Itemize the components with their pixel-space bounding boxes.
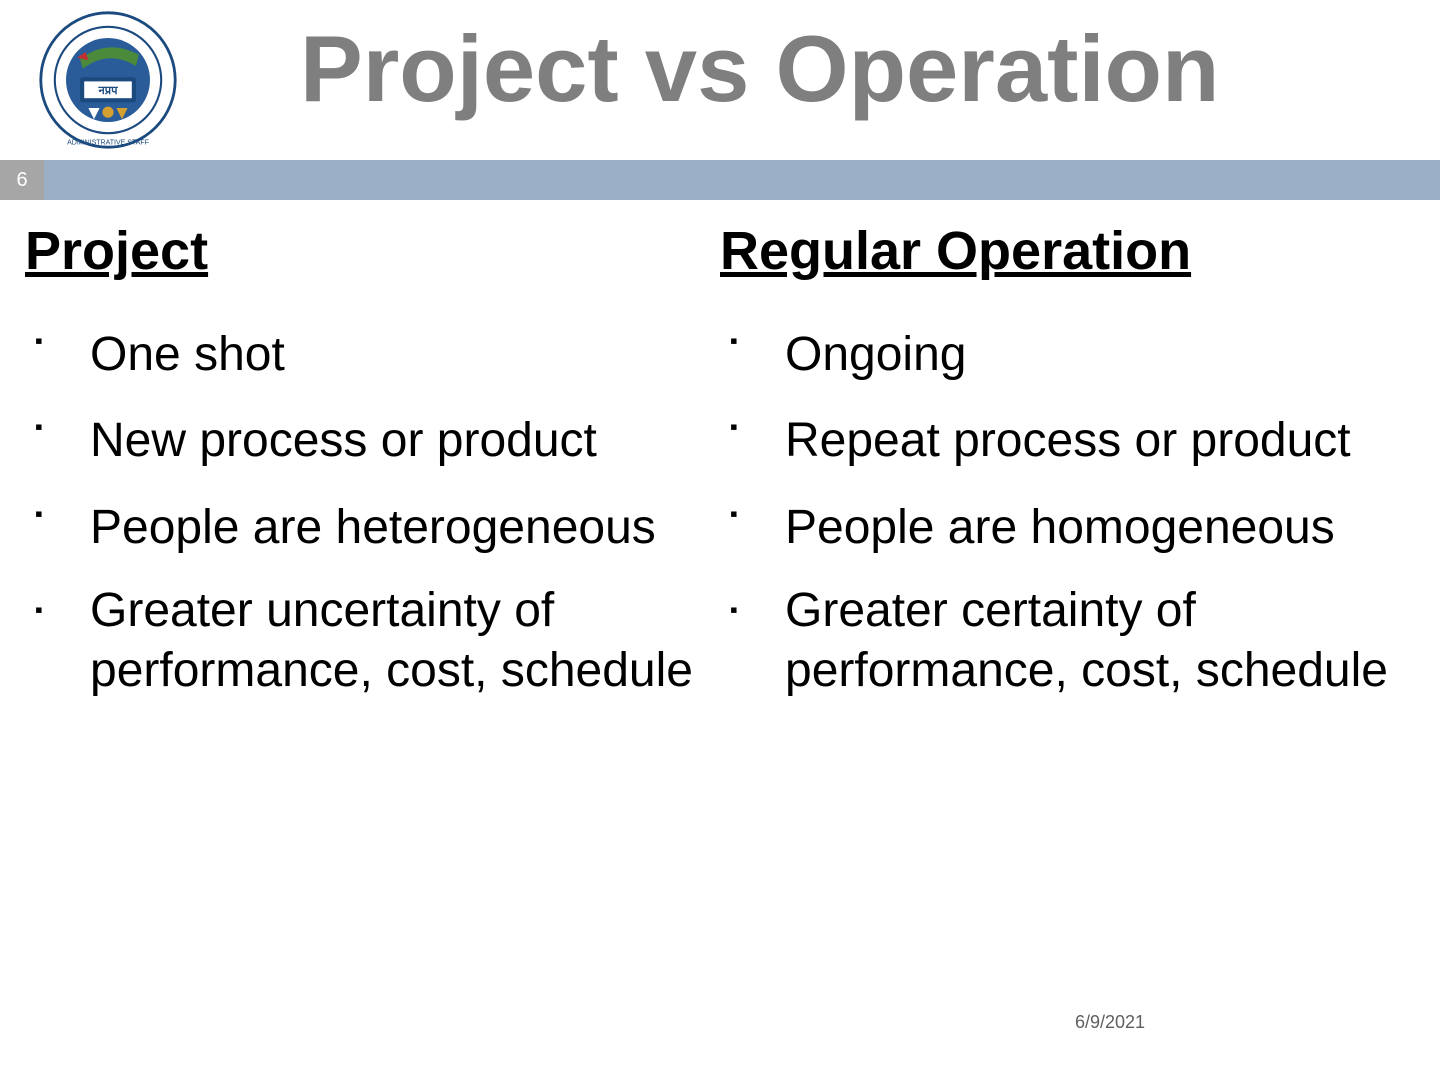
left-heading: Project (25, 220, 720, 282)
right-heading: Regular Operation (720, 220, 1415, 282)
left-column: Project One shot New process or product … (25, 220, 720, 701)
slide-number-box: 6 (0, 160, 44, 200)
accent-strip (44, 160, 1440, 200)
slide-header: नप्रप ADMINISTRATIVE STAFF Project vs Op… (0, 0, 1440, 160)
list-item: New process or product (25, 398, 720, 484)
content-area: Project One shot New process or product … (0, 200, 1440, 701)
list-item: Ongoing (720, 312, 1415, 398)
accent-bar: 6 (0, 160, 1440, 200)
list-item: Greater certainty of performance, cost, … (720, 581, 1415, 701)
list-item: People are heterogeneous (25, 485, 720, 571)
svg-text:ADMINISTRATIVE STAFF: ADMINISTRATIVE STAFF (67, 139, 149, 146)
list-item: Greater uncertainty of performance, cost… (25, 581, 720, 701)
right-column: Regular Operation Ongoing Repeat process… (720, 220, 1415, 701)
logo-emblem: नप्रप ADMINISTRATIVE STAFF (20, 10, 195, 150)
date-stamp: 6/9/2021 (1075, 1012, 1145, 1033)
svg-text:नप्रप: नप्रप (97, 85, 118, 97)
left-list: One shot New process or product People a… (25, 312, 720, 701)
right-list: Ongoing Repeat process or product People… (720, 312, 1415, 701)
slide: नप्रप ADMINISTRATIVE STAFF Project vs Op… (0, 0, 1440, 1080)
list-item: People are homogeneous (720, 485, 1415, 571)
slide-title: Project vs Operation (300, 15, 1219, 123)
list-item: Repeat process or product (720, 398, 1415, 484)
list-item: One shot (25, 312, 720, 398)
